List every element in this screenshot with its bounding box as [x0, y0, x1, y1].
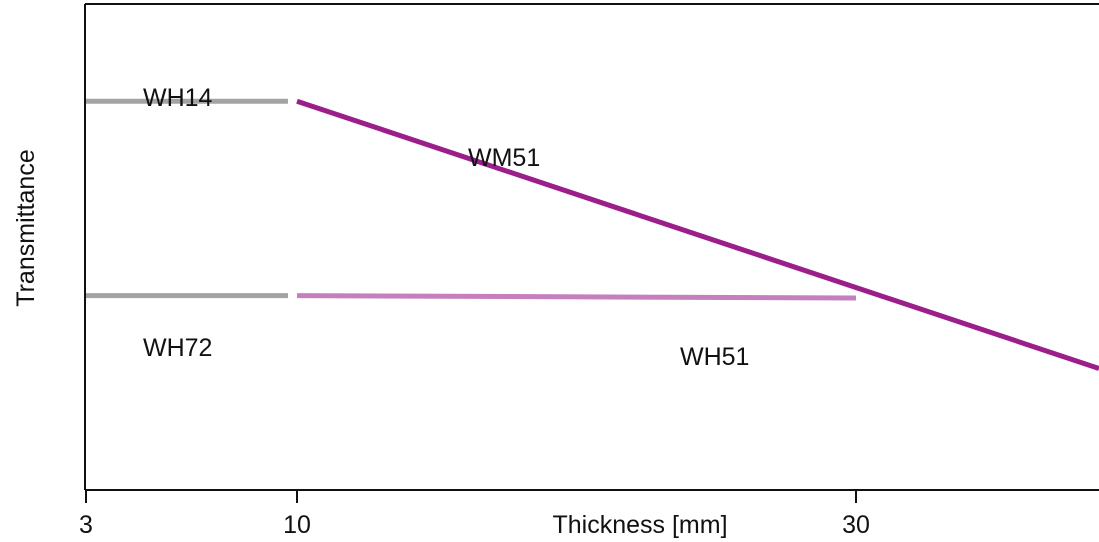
- x-tick-label: 30: [842, 511, 870, 539]
- x-tick-label: 3: [79, 511, 93, 539]
- series-labels: WH14 WH72 WM51 WH51: [143, 84, 749, 371]
- series-label-wm51: WM51: [468, 144, 540, 172]
- series-line-wh51: [296, 293, 857, 301]
- x-ticks: 3 10 30: [79, 490, 870, 539]
- x-tick-label: 10: [283, 511, 311, 539]
- series-line-wm51: [296, 98, 1099, 371]
- series-label-wh72: WH72: [143, 334, 212, 362]
- plot-frame: [84, 3, 1099, 491]
- series-label-wh14: WH14: [143, 84, 213, 112]
- y-axis-label: Transmittance: [12, 149, 40, 306]
- series-label-wh51: WH51: [680, 343, 749, 371]
- x-axis-label: Thickness [mm]: [552, 511, 727, 539]
- series-layer: [86, 98, 1099, 371]
